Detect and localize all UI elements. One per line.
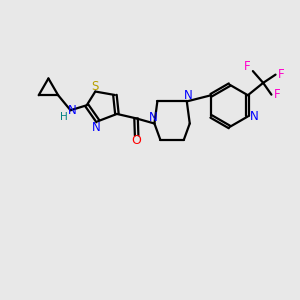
Text: N: N bbox=[250, 110, 259, 123]
Text: N: N bbox=[148, 111, 157, 124]
Text: O: O bbox=[132, 134, 142, 147]
Text: N: N bbox=[184, 89, 193, 102]
Text: N: N bbox=[92, 121, 101, 134]
Text: H: H bbox=[60, 112, 68, 122]
Text: F: F bbox=[244, 60, 251, 73]
Text: F: F bbox=[278, 68, 285, 81]
Text: F: F bbox=[274, 88, 281, 101]
Text: N: N bbox=[68, 104, 77, 117]
Text: S: S bbox=[92, 80, 99, 93]
